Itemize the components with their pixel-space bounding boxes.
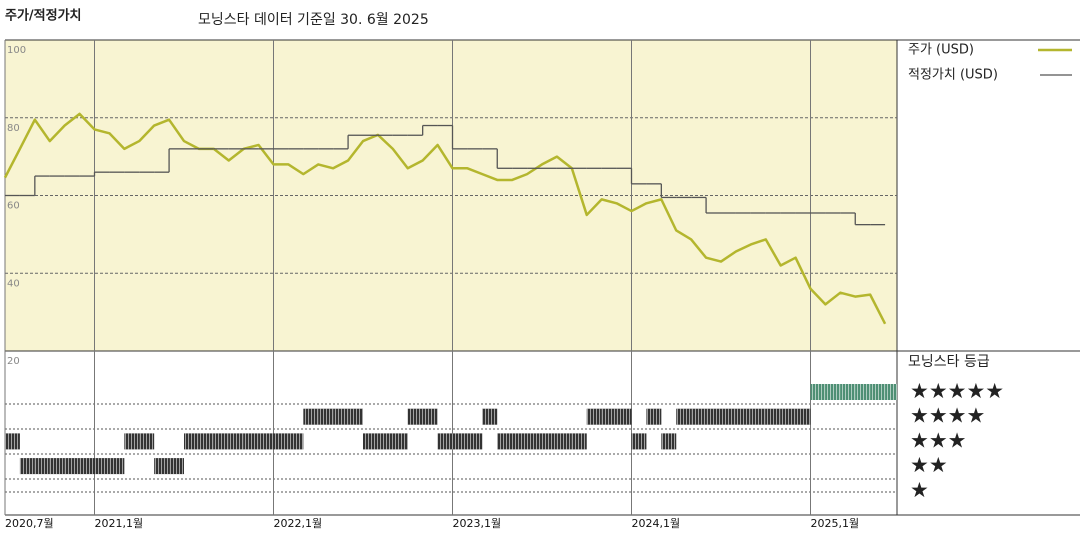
rating-stars: ★: [910, 478, 929, 502]
rating-bar-texture: [631, 433, 647, 450]
y-tick-label: 100: [7, 45, 26, 56]
rating-bar-texture: [750, 408, 766, 425]
rating-bar-texture: [109, 458, 125, 475]
ratings-title: 모닝스타 등급: [908, 354, 990, 370]
rating-bar-texture: [825, 384, 841, 400]
rating-bar-texture: [840, 384, 856, 400]
rating-bar-texture: [273, 433, 289, 450]
rating-bar-texture: [855, 384, 871, 400]
x-tick-label: 2021,1월: [95, 517, 144, 530]
rating-bar-texture: [79, 458, 95, 475]
rating-stars: ★★★★: [910, 404, 985, 428]
rating-bar-texture: [213, 433, 229, 450]
rating-bar-texture: [139, 433, 155, 450]
rating-bar-texture: [780, 408, 796, 425]
rating-bar-texture: [691, 408, 707, 425]
rating-bar-texture: [377, 433, 393, 450]
rating-bar-texture: [571, 433, 587, 450]
rating-bar-texture: [407, 408, 423, 425]
rating-bar-texture: [586, 408, 602, 425]
chart-title: 주가/적정가치: [5, 8, 82, 24]
rating-bar-texture: [49, 458, 65, 475]
rating-bar-texture: [542, 433, 557, 450]
rating-bar-texture: [885, 384, 897, 400]
rating-bar-texture: [348, 408, 363, 425]
rating-bar-texture: [467, 433, 483, 450]
y-tick-label: 20: [7, 356, 20, 367]
x-tick-label: 2023,1월: [453, 517, 502, 530]
rating-bar-texture: [258, 433, 274, 450]
rating-bar-texture: [527, 433, 542, 450]
rating-bar-texture: [363, 433, 378, 450]
y-tick-label: 40: [7, 278, 20, 289]
rating-bar-texture: [333, 408, 349, 425]
rating-bar-texture: [64, 458, 80, 475]
x-tick-label: 2020,7월: [5, 517, 54, 530]
rating-bar-texture: [318, 408, 334, 425]
rating-row-lines: [5, 403, 897, 493]
price-line: [3, 112, 887, 325]
rating-bar-texture: [556, 433, 572, 450]
rating-bar-texture: [795, 408, 811, 425]
rating-bar-texture: [482, 408, 498, 425]
rating-bar-texture: [601, 408, 617, 425]
chart-subtitle: 모닝스타 데이터 기준일 30. 6월 2025: [198, 12, 429, 28]
rating-bar-texture: [721, 408, 736, 425]
rating-bar-texture: [184, 433, 199, 450]
y-tick-label: 60: [7, 201, 20, 212]
rating-bar-texture: [169, 458, 184, 475]
rating-bar-texture: [765, 408, 781, 425]
rating-stars: ★★★: [910, 428, 966, 452]
rating-bar-texture: [392, 433, 408, 450]
x-tick-label: 2024,1월: [632, 517, 681, 530]
y-tick-label: 80: [7, 123, 20, 134]
rating-bar-texture: [735, 408, 751, 425]
rating-bar-texture: [452, 433, 468, 450]
rating-bar-texture: [497, 433, 513, 450]
rating-stars: ★★★★★: [910, 379, 1004, 403]
rating-bar-texture: [228, 433, 244, 450]
rating-bar-texture: [437, 433, 453, 450]
rating-bar-texture: [94, 458, 110, 475]
rating-bar-texture: [512, 433, 528, 450]
rating-bar-texture: [198, 433, 214, 450]
legend-label: 적정가치 (USD): [908, 68, 998, 83]
rating-bar-texture: [870, 384, 886, 400]
rating-bar-texture: [676, 408, 692, 425]
rating-bar-texture: [646, 408, 662, 425]
rating-bar-texture: [288, 433, 304, 450]
legend-label: 주가 (USD): [908, 43, 974, 58]
rating-bar-texture: [154, 458, 170, 475]
rating-bar-texture: [810, 384, 826, 400]
rating-bar-texture: [243, 433, 259, 450]
rating-stars: ★★: [910, 453, 948, 477]
rating-bar-texture: [616, 408, 632, 425]
rating-bar-texture: [303, 408, 319, 425]
x-tick-label: 2022,1월: [274, 517, 323, 530]
rating-bar-texture: [124, 433, 140, 450]
rating-bar-texture: [422, 408, 438, 425]
rating-bar-texture: [706, 408, 721, 425]
rating-bar-texture: [661, 433, 677, 450]
x-tick-label: 2025,1월: [811, 517, 860, 530]
rating-bar-texture: [19, 458, 35, 475]
rating-bar-texture: [5, 433, 20, 450]
rating-bar-texture: [34, 458, 50, 475]
